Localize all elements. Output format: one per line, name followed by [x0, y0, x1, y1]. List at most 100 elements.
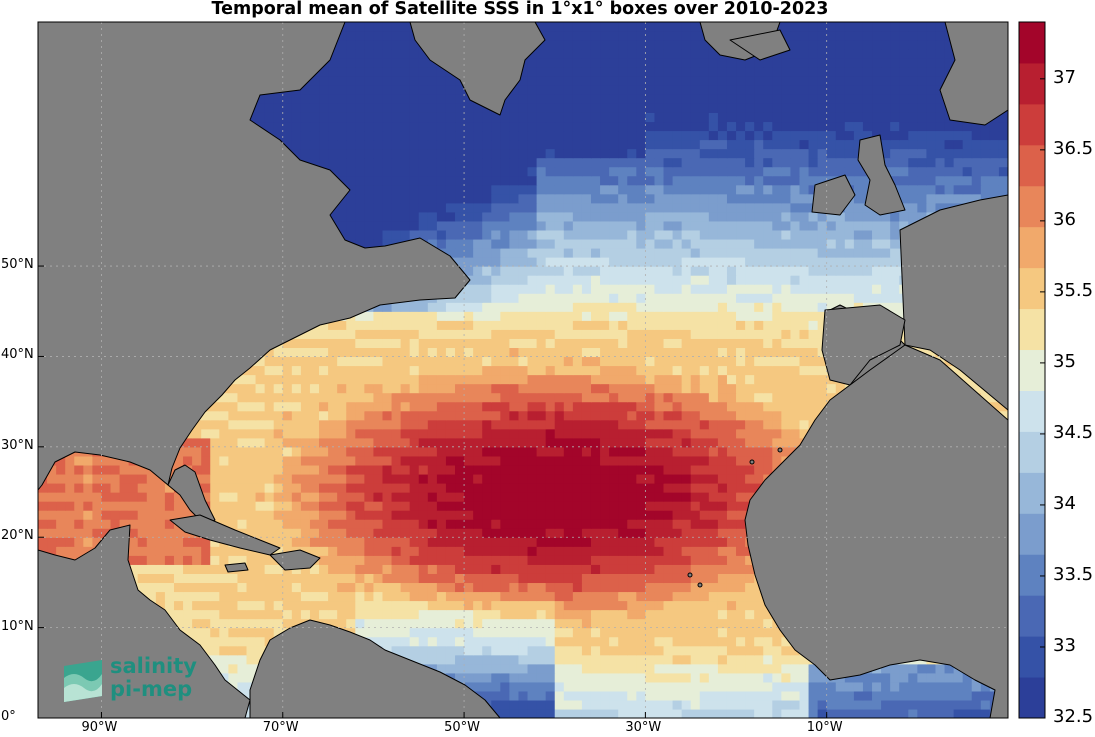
sss-cell	[554, 582, 565, 593]
sss-cell	[754, 374, 764, 385]
sss-cell	[545, 293, 556, 303]
sss-cell	[337, 410, 347, 421]
sss-cell	[636, 329, 646, 339]
sss-cell	[627, 464, 637, 475]
sss-cell	[536, 482, 547, 493]
sss-cell	[364, 401, 375, 412]
sss-cell	[636, 609, 646, 620]
sss-cell	[237, 636, 248, 647]
sss-cell	[808, 383, 819, 394]
sss-cell	[654, 582, 665, 593]
sss-cell	[627, 699, 637, 710]
chart-title: Temporal mean of Satellite SSS in 1°x1° …	[211, 0, 829, 19]
sss-cell	[427, 419, 438, 430]
sss-cell	[790, 302, 801, 312]
sss-cell	[763, 311, 773, 321]
sss-cell	[346, 591, 356, 602]
sss-cell	[409, 329, 420, 339]
sss-cell	[763, 636, 773, 647]
sss-cell	[609, 492, 619, 502]
sss-cell	[400, 600, 411, 611]
sss-cell	[74, 473, 84, 484]
sss-cell	[183, 564, 193, 574]
sss-cell	[282, 410, 293, 421]
sss-cell	[663, 582, 674, 593]
sss-cell	[427, 591, 438, 602]
sss-cell	[228, 672, 239, 683]
sss-cell	[627, 672, 637, 683]
sss-cell	[708, 437, 719, 448]
sss-cell	[690, 329, 701, 339]
sss-cell	[527, 293, 538, 303]
sss-cell	[844, 690, 855, 701]
sss-cell	[536, 537, 547, 547]
sss-cell	[717, 591, 728, 602]
sss-cell	[228, 600, 239, 611]
sss-cell	[536, 356, 547, 367]
sss-cell	[618, 582, 628, 593]
sss-cell	[455, 645, 465, 656]
sss-cell	[436, 437, 447, 448]
sss-cell	[726, 555, 737, 565]
sss-cell	[627, 627, 637, 638]
sss-cell	[455, 663, 465, 674]
sss-cell	[690, 690, 701, 701]
sss-cell	[808, 672, 819, 683]
sss-cell	[881, 690, 891, 701]
sss-cell	[455, 401, 465, 412]
sss-cell	[627, 338, 637, 348]
sss-cell	[736, 392, 746, 403]
sss-cell	[726, 383, 737, 394]
sss-cell	[690, 419, 701, 430]
sss-cell	[355, 347, 365, 358]
sss-cell	[355, 392, 365, 403]
sss-cell	[300, 528, 311, 538]
sss-cell	[708, 311, 719, 321]
sss-cell	[164, 510, 175, 520]
sss-cell	[183, 455, 193, 466]
sss-cell	[545, 338, 556, 348]
sss-cell	[491, 537, 501, 547]
sss-cell	[618, 401, 628, 412]
sss-cell	[183, 600, 193, 611]
sss-cell	[418, 546, 429, 556]
sss-cell	[473, 609, 483, 620]
sss-cell	[264, 437, 275, 448]
sss-cell	[790, 410, 801, 421]
sss-cell	[509, 519, 520, 529]
sss-cell	[491, 663, 501, 674]
sss-cell	[273, 546, 284, 556]
sss-cell	[210, 482, 220, 493]
sss-cell	[273, 383, 284, 394]
sss-cell	[427, 609, 438, 620]
sss-cell	[346, 401, 356, 412]
sss-cell	[455, 654, 465, 665]
sss-cell	[509, 446, 520, 457]
sss-cell	[337, 618, 347, 629]
sss-cell	[754, 356, 764, 367]
sss-cell	[155, 501, 166, 511]
sss-cell	[309, 473, 320, 484]
sss-cell	[473, 519, 483, 529]
sss-cell	[201, 555, 211, 565]
sss-cell	[346, 356, 356, 367]
sss-cell	[482, 591, 492, 602]
sss-cell	[690, 392, 701, 403]
sss-cell	[681, 446, 692, 457]
sss-cell	[899, 690, 909, 701]
sss-cell	[192, 555, 202, 565]
sss-cell	[645, 645, 656, 656]
sss-cell	[237, 672, 248, 683]
sss-cell	[482, 437, 492, 448]
sss-cell	[391, 329, 402, 339]
sss-cell	[536, 410, 547, 421]
sss-cell	[663, 546, 674, 556]
sss-cell	[654, 365, 665, 376]
sss-cell	[899, 681, 909, 692]
sss-cell	[545, 464, 556, 475]
sss-cell	[844, 302, 855, 312]
sss-cell	[627, 690, 637, 701]
sss-cell	[409, 482, 420, 493]
sss-cell	[164, 573, 175, 584]
sss-cell	[527, 302, 538, 312]
